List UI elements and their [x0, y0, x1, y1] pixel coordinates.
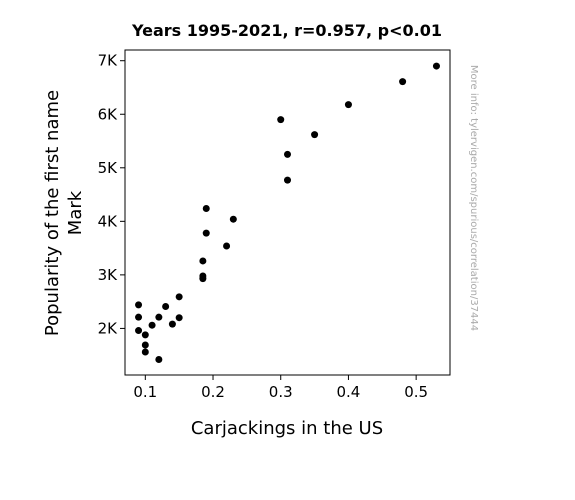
y-axis: 2K 3K 4K 5K 6K 7K	[98, 52, 125, 337]
y-axis-title-line-2: Mark	[65, 190, 86, 235]
data-point	[155, 313, 163, 321]
y-tick-label: 6K	[98, 105, 119, 123]
data-point	[284, 176, 291, 184]
x-tick-label: 0.3	[269, 383, 293, 401]
data-point	[141, 341, 149, 349]
data-point	[168, 320, 176, 328]
data-point	[175, 293, 183, 301]
data-point	[223, 242, 231, 250]
y-tick-label: 2K	[98, 319, 119, 337]
data-point	[202, 229, 210, 237]
data-points	[135, 62, 440, 363]
data-point	[199, 257, 207, 265]
data-point	[148, 321, 156, 329]
data-point	[399, 78, 407, 86]
y-axis-title-line-1: Popularity of the first name	[42, 90, 63, 336]
data-point	[202, 204, 210, 212]
y-tick-label: 5K	[98, 159, 119, 177]
data-point	[162, 302, 170, 310]
data-point	[229, 215, 237, 223]
data-point	[135, 327, 143, 335]
x-tick-label: 0.1	[133, 383, 157, 401]
data-point	[155, 355, 163, 363]
y-tick-label: 7K	[98, 52, 119, 70]
watermark-text: More info: tylervigen.com/spurious/corre…	[468, 65, 479, 331]
data-point	[344, 101, 352, 109]
data-point	[141, 331, 149, 339]
x-axis: 0.1 0.2 0.3 0.4 0.5	[133, 375, 428, 401]
plot-area-frame	[124, 49, 451, 376]
data-point	[432, 62, 440, 70]
data-point	[175, 314, 183, 322]
chart-title: Years 1995-2021, r=0.957, p<0.01	[131, 21, 442, 40]
x-tick-label: 0.2	[201, 383, 225, 401]
data-point	[284, 150, 291, 158]
x-tick-label: 0.4	[337, 383, 361, 401]
y-tick-label: 4K	[98, 212, 119, 230]
y-tick-label: 3K	[98, 266, 119, 284]
data-point	[135, 313, 143, 321]
data-point	[199, 275, 207, 283]
data-point	[141, 348, 149, 356]
data-point	[311, 131, 319, 139]
data-point	[277, 116, 285, 124]
x-axis-title: Carjackings in the US	[191, 418, 383, 439]
data-point	[135, 301, 143, 309]
x-tick-label: 0.5	[404, 383, 428, 401]
